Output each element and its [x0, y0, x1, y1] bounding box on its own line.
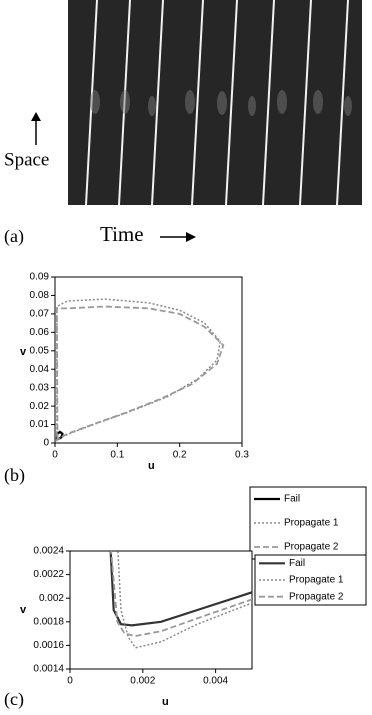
y-tick-label: 0.0024 — [33, 546, 64, 557]
y-axis-label: v — [20, 604, 27, 616]
y-tick-label: 0.0018 — [33, 616, 64, 627]
plot-area — [54, 276, 243, 444]
series-line — [55, 305, 225, 441]
legend-label: Propagate 1 — [284, 518, 339, 529]
y-tick-label: 0.0014 — [33, 664, 64, 675]
legend-label: Fail — [289, 558, 305, 569]
series-line — [110, 551, 252, 637]
x-tick-label: 0.2 — [173, 450, 187, 461]
x-axis-label: u — [148, 460, 155, 472]
legend-label: Propagate 2 — [284, 542, 339, 553]
series-line — [56, 298, 221, 442]
y-tick-label: 0.01 — [30, 419, 50, 430]
y-tick-label: 0.06 — [30, 327, 50, 338]
y-tick-label: 0.0016 — [33, 640, 64, 651]
space-arrow-head — [31, 112, 41, 121]
legend-label: Fail — [284, 494, 300, 505]
x-tick-label: 0.004 — [203, 676, 228, 687]
kymograph — [68, 0, 362, 206]
chart: 0 0.01 0.02 0.03 0.04 0.05 0.06 0.07 0.08 0.09 0 0.… — [4, 272, 367, 560]
y-tick-label: 0.03 — [30, 382, 50, 393]
kymograph-blurs — [90, 90, 352, 116]
x-tick-label: 0.1 — [110, 450, 124, 461]
legend-label: Propagate 2 — [289, 591, 344, 602]
space-label: Space — [4, 149, 49, 170]
x-axis-label: u — [162, 696, 169, 708]
y-tick-label: 0 — [43, 438, 49, 449]
series-line — [109, 551, 252, 627]
y-tick-label: 0.05 — [30, 345, 50, 356]
y-axis-label: v — [20, 346, 27, 358]
y-tick-label: 0.02 — [30, 401, 50, 412]
plot-area — [69, 550, 253, 670]
y-tick-label: 0.08 — [30, 290, 50, 301]
x-tick-label: 0 — [52, 450, 58, 461]
time-arrow-head — [186, 232, 196, 242]
y-tick-label: 0.04 — [30, 364, 50, 375]
kymograph-background — [68, 0, 362, 205]
x-tick-label: 0 — [67, 676, 73, 687]
x-tick-label: 0.002 — [130, 676, 155, 687]
time-label: Time — [100, 222, 144, 246]
panel-label: (b) — [4, 465, 25, 486]
legend-label: Propagate 1 — [289, 575, 344, 586]
y-tick-label: 0.09 — [30, 272, 50, 283]
y-tick-label: 0.002 — [39, 593, 64, 604]
panel-label: (c) — [4, 689, 24, 710]
y-tick-label: 0.0022 — [33, 569, 64, 580]
x-tick-label: 0.3 — [235, 450, 249, 461]
panel-label: (a) — [4, 226, 24, 247]
chart: 0.0014 0.0016 0.0018 0.002 0.0022 0.0024 0 0.00… — [4, 546, 367, 710]
y-tick-label: 0.07 — [30, 309, 50, 320]
